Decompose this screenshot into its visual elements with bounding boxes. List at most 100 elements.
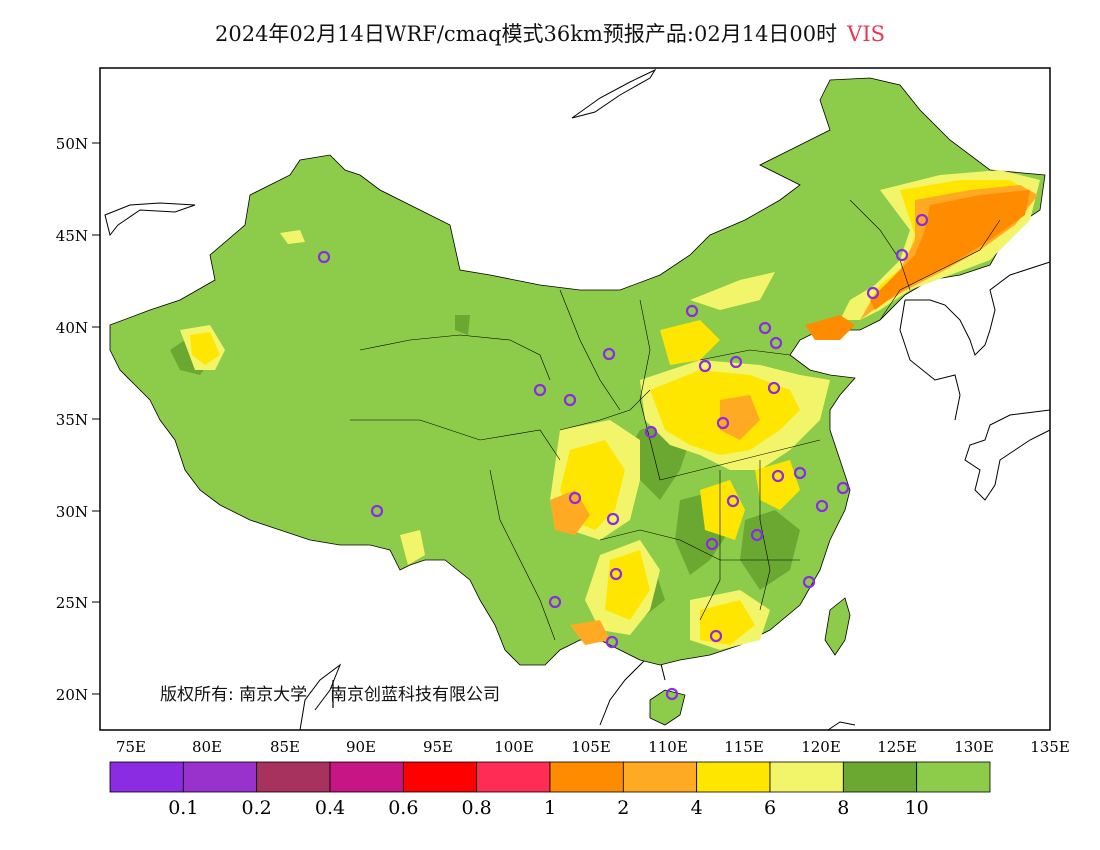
copyright-prefix: 版权所有: bbox=[160, 685, 234, 705]
copyright-notice: 版权所有: 南京大学 南京创蓝科技有限公司 bbox=[160, 680, 500, 705]
lon-label: 130E bbox=[954, 738, 994, 756]
colorbar-swatch bbox=[182, 761, 258, 793]
station-marker bbox=[866, 286, 880, 300]
colorbar bbox=[109, 761, 991, 793]
station-marker bbox=[771, 469, 785, 483]
lat-label: 30N bbox=[56, 503, 88, 521]
colorbar-swatch bbox=[256, 761, 331, 793]
colorbar-label: 0.8 bbox=[462, 797, 492, 819]
lon-label: 105E bbox=[571, 738, 611, 756]
lat-labels: 50N 45N 40N 35N 30N 25N 20N bbox=[56, 135, 88, 704]
lon-label: 135E bbox=[1030, 738, 1070, 756]
station-marker bbox=[750, 528, 764, 542]
copyright-org1: 南京大学 bbox=[239, 685, 308, 705]
copyright-org2: 南京创蓝科技有限公司 bbox=[329, 685, 500, 705]
lat-label: 20N bbox=[56, 686, 88, 704]
colorbar-label: 6 bbox=[764, 797, 776, 819]
station-marker bbox=[609, 567, 623, 581]
colorbar-label: 0.6 bbox=[388, 797, 418, 819]
korea-russia-coast bbox=[905, 261, 1051, 356]
colorbar-label: 2 bbox=[617, 797, 629, 819]
station-marker bbox=[895, 248, 909, 262]
station-marker bbox=[836, 481, 850, 495]
lat-label: 35N bbox=[56, 411, 88, 429]
map-title: 2024年02月14日WRF/cmaq模式36km预报产品:02月14日00时 V… bbox=[0, 18, 1100, 48]
lat-label: 45N bbox=[56, 227, 88, 245]
philippines-coast bbox=[827, 721, 856, 731]
station-marker bbox=[729, 355, 743, 369]
station-marker bbox=[915, 213, 929, 227]
station-marker bbox=[665, 687, 679, 701]
lon-label: 90E bbox=[346, 738, 376, 756]
station-marker bbox=[716, 416, 730, 430]
caspian-outline bbox=[104, 202, 196, 237]
lon-label: 110E bbox=[648, 738, 688, 756]
colorbar-label: 8 bbox=[837, 797, 849, 819]
station-markers bbox=[317, 213, 929, 701]
colorbar-label: 10 bbox=[905, 797, 929, 819]
station-marker bbox=[568, 491, 582, 505]
lon-label: 80E bbox=[192, 738, 222, 756]
colorbar-swatch bbox=[402, 761, 478, 793]
lon-label: 75E bbox=[116, 738, 146, 756]
lon-label: 95E bbox=[423, 738, 453, 756]
lon-label: 125E bbox=[877, 738, 917, 756]
colorbar-swatch bbox=[696, 761, 771, 793]
lon-label: 85E bbox=[270, 738, 300, 756]
station-marker bbox=[758, 321, 772, 335]
colorbar-label: 0.2 bbox=[242, 797, 272, 819]
province-boundaries bbox=[350, 199, 1001, 641]
japan-coast bbox=[964, 409, 1051, 501]
lon-label: 100E bbox=[494, 738, 534, 756]
station-marker bbox=[726, 494, 740, 508]
colorbar-swatch bbox=[109, 761, 184, 793]
korea-peninsula bbox=[899, 299, 961, 421]
station-marker bbox=[563, 393, 577, 407]
station-marker bbox=[644, 425, 658, 439]
station-marker bbox=[815, 499, 829, 513]
colorbar-label: 4 bbox=[691, 797, 703, 819]
coastlines bbox=[104, 68, 1051, 731]
station-marker bbox=[317, 250, 331, 264]
lat-ticks bbox=[92, 142, 100, 695]
colorbar-labels: 0.1 0.2 0.4 0.6 0.8 1 2 4 6 8 10 bbox=[168, 797, 929, 819]
colorbar-swatch bbox=[476, 761, 551, 793]
station-marker bbox=[698, 359, 712, 373]
colorbar-swatch bbox=[842, 761, 918, 793]
colorbar-label: 0.4 bbox=[315, 797, 345, 819]
station-marker bbox=[370, 504, 384, 518]
variable-name: VIS bbox=[847, 22, 886, 46]
station-marker bbox=[685, 304, 699, 318]
colorbar-swatch bbox=[549, 761, 624, 793]
lake-baikal-outline bbox=[571, 68, 657, 119]
station-marker bbox=[705, 537, 719, 551]
india-coast bbox=[299, 663, 342, 731]
colorbar-swatch bbox=[769, 761, 844, 793]
station-marker bbox=[548, 595, 562, 609]
station-marker bbox=[709, 629, 723, 643]
station-marker bbox=[767, 381, 781, 395]
lat-label: 50N bbox=[56, 135, 88, 153]
title-text: 2024年02月14日WRF/cmaq模式36km预报产品:02月14日00时 bbox=[214, 22, 838, 46]
colorbar-label: 0.1 bbox=[168, 797, 198, 819]
colorbar-swatch bbox=[916, 761, 991, 793]
station-marker bbox=[606, 512, 620, 526]
colorbar-swatch bbox=[622, 761, 698, 793]
lat-label: 40N bbox=[56, 319, 88, 337]
taiwan-island bbox=[824, 597, 851, 656]
station-marker bbox=[533, 383, 547, 397]
lon-label: 115E bbox=[724, 738, 764, 756]
hainan-island bbox=[649, 689, 686, 726]
station-marker bbox=[602, 347, 616, 361]
lat-label: 25N bbox=[56, 594, 88, 612]
station-marker bbox=[605, 635, 619, 649]
colorbar-label: 1 bbox=[544, 797, 556, 819]
station-marker bbox=[769, 336, 783, 350]
lon-labels: 75E 80E 85E 90E 95E 100E 105E 110E 115E … bbox=[116, 738, 1070, 756]
station-marker bbox=[793, 466, 807, 480]
lon-label: 120E bbox=[801, 738, 841, 756]
colorbar-swatch bbox=[329, 761, 404, 793]
orange-zones bbox=[805, 190, 1030, 340]
station-marker bbox=[802, 575, 816, 589]
